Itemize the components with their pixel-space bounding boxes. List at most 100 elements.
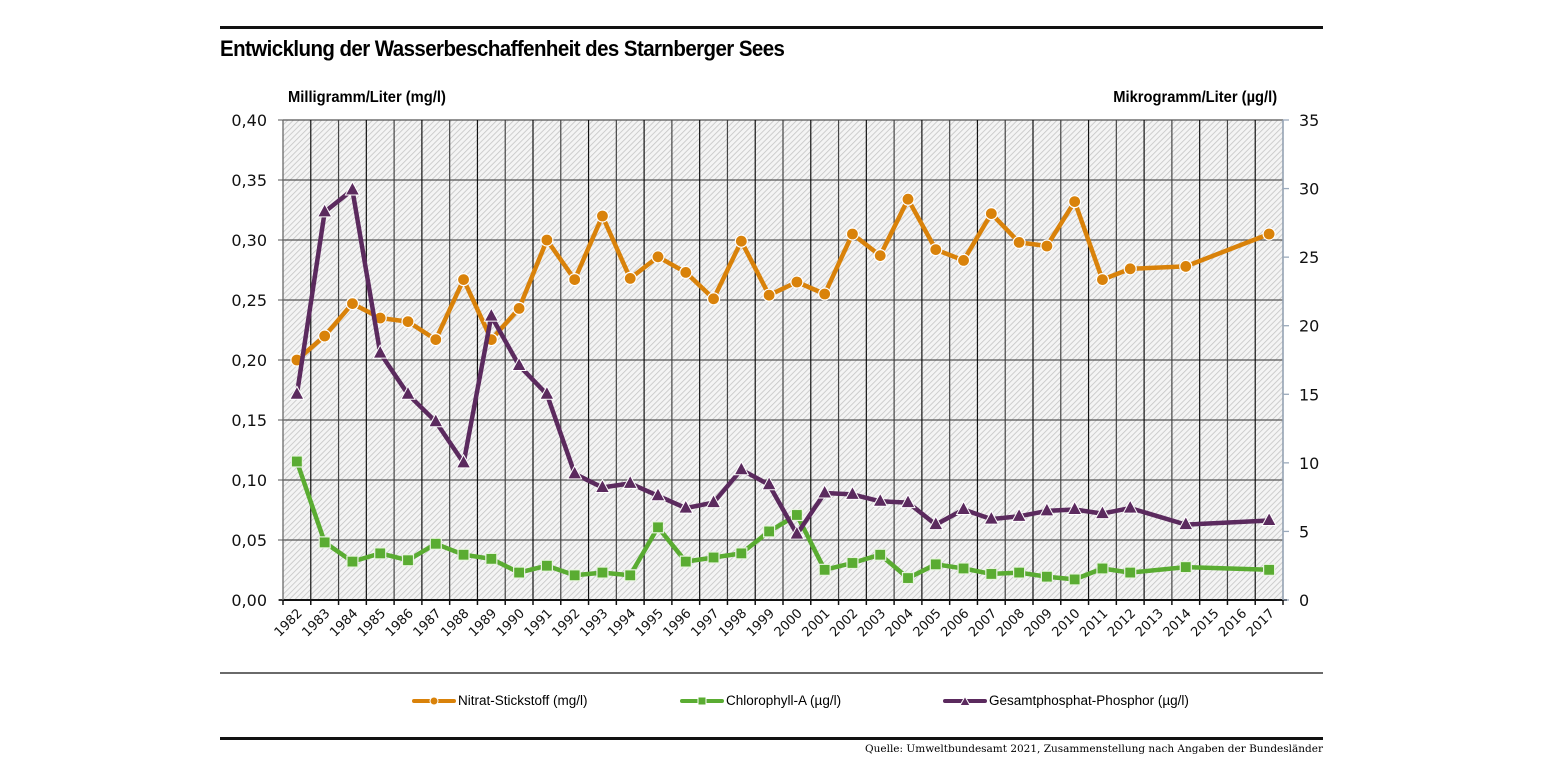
left-tick-label: 0,30 — [231, 231, 267, 250]
data-point-circle — [1068, 195, 1082, 209]
data-point-triangle — [705, 493, 722, 509]
data-point-triangle — [566, 464, 583, 480]
right-tick-label: 15 — [1299, 385, 1319, 404]
x-tick-label: 1989 — [466, 606, 500, 640]
data-point-triangle — [1066, 500, 1083, 515]
x-tick-label: 2009 — [1022, 606, 1056, 640]
x-tick-label: 2016 — [1216, 606, 1250, 640]
data-point-circle — [929, 243, 943, 257]
data-point-triangle — [316, 202, 333, 218]
data-point-circle — [706, 292, 721, 306]
series-nitrat — [290, 192, 1276, 367]
x-tick-label: 1988 — [438, 606, 472, 640]
left-tick-label: 0,25 — [231, 291, 267, 310]
data-point-square — [540, 559, 553, 572]
x-tick-label: 1983 — [299, 606, 333, 640]
left-tick-label: 0,20 — [231, 351, 267, 370]
data-point-square — [401, 554, 415, 567]
data-point-square — [457, 548, 470, 561]
data-point-square — [624, 569, 637, 582]
data-point-triangle — [1094, 504, 1111, 520]
data-point-square — [818, 563, 831, 576]
legend-item-phosphor: Gesamtphosphat-Phosphor (µg/l) — [943, 693, 1189, 708]
data-point-square — [957, 562, 970, 575]
x-tick-label: 2011 — [1077, 606, 1111, 640]
data-point-triangle — [844, 485, 861, 500]
right-tick-label: 35 — [1299, 111, 1319, 130]
data-point-triangle — [455, 453, 472, 469]
data-point-triangle — [1011, 507, 1027, 522]
data-point-circle — [679, 265, 693, 279]
data-point-triangle — [816, 483, 833, 499]
x-tick-label: 1993 — [577, 606, 611, 640]
data-point-triangle — [511, 356, 527, 371]
x-tick-label: 2015 — [1188, 606, 1222, 640]
legend-label-chlorophyll: Chlorophyll-A (µg/l) — [726, 693, 842, 708]
data-point-circle — [956, 253, 971, 267]
data-point-triangle — [955, 500, 972, 515]
data-point-square — [679, 555, 692, 568]
top-rule — [220, 26, 1323, 29]
data-point-triangle — [483, 307, 500, 322]
data-point-circle — [345, 297, 360, 311]
data-point-square — [290, 455, 303, 468]
x-tick-label: 1996 — [661, 606, 695, 640]
x-tick-label: 1995 — [633, 606, 667, 640]
data-point-circle — [790, 275, 804, 289]
bottom-rule — [220, 737, 1323, 740]
data-point-circle — [1262, 227, 1276, 241]
series-chlorophyll — [290, 455, 1276, 586]
right-axis-ticks: 0 5 10 15 20 25 30 35 — [1283, 111, 1319, 610]
legend-item-nitrat: Nitrat-Stickstoff (mg/l) — [412, 693, 588, 708]
data-point-triangle — [400, 385, 416, 400]
x-tick-label: 1991 — [522, 606, 556, 640]
data-point-square — [513, 566, 526, 579]
data-point-circle — [873, 249, 887, 263]
left-tick-label: 0,10 — [231, 471, 267, 490]
source-note: Quelle: Umweltbundesamt 2021, Zusammenst… — [865, 743, 1323, 755]
right-tick-label: 5 — [1299, 522, 1309, 541]
legend-label-nitrat: Nitrat-Stickstoff (mg/l) — [458, 693, 588, 708]
right-tick-label: 20 — [1299, 317, 1319, 336]
data-point-circle — [818, 287, 832, 301]
data-point-triangle — [344, 180, 361, 196]
data-point-circle — [318, 329, 332, 343]
left-axis-unit-label: Milligramm/Liter (mg/l) — [288, 89, 446, 106]
data-point-circle — [762, 288, 776, 302]
left-tick-label: 0,35 — [231, 171, 267, 190]
data-point-square — [790, 508, 803, 522]
right-tick-label: 30 — [1299, 180, 1319, 199]
series-phosphor — [289, 180, 1277, 540]
data-point-square — [874, 548, 887, 561]
x-tick-label: 1994 — [605, 606, 639, 640]
left-tick-label: 0,00 — [231, 591, 267, 610]
data-point-square — [374, 547, 387, 560]
legend-top-rule — [220, 672, 1323, 674]
data-point-circle — [1040, 239, 1054, 253]
left-tick-label: 0,15 — [231, 411, 267, 430]
x-tick-label: 2017 — [1244, 606, 1278, 640]
data-point-circle — [595, 209, 610, 223]
data-point-triangle — [927, 515, 944, 531]
x-tick-label: 1982 — [272, 606, 306, 640]
data-point-square — [1179, 560, 1192, 574]
data-point-square — [1040, 570, 1053, 583]
data-point-triangle — [872, 492, 889, 507]
right-tick-label: 25 — [1299, 248, 1319, 267]
data-point-circle — [984, 207, 998, 221]
x-tick-label: 1999 — [744, 606, 778, 640]
x-tick-label: 2007 — [966, 606, 1000, 640]
data-point-triangle — [761, 475, 777, 491]
data-point-square — [707, 551, 720, 564]
data-point-circle — [456, 273, 471, 287]
legend-swatch-phosphor-triangle-icon — [943, 695, 987, 706]
x-tick-label: 1990 — [494, 606, 528, 640]
data-point-triangle — [983, 510, 1000, 525]
x-tick-label: 1987 — [411, 606, 445, 640]
data-point-circle — [901, 192, 915, 206]
data-point-circle — [1095, 273, 1110, 287]
data-point-triangle — [900, 493, 916, 509]
data-point-circle — [651, 250, 665, 264]
x-tick-label: 1998 — [716, 606, 750, 640]
